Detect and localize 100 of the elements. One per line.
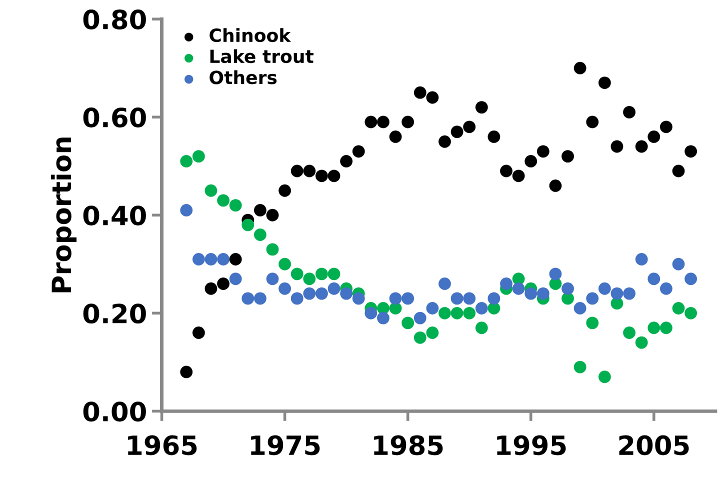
point xyxy=(635,253,648,266)
point xyxy=(488,130,500,143)
point xyxy=(278,258,292,270)
point xyxy=(610,140,624,153)
point xyxy=(328,170,340,182)
point xyxy=(524,155,538,168)
point xyxy=(254,204,266,216)
point xyxy=(266,243,279,256)
point xyxy=(660,120,672,134)
point xyxy=(229,253,242,266)
point xyxy=(316,268,328,280)
point xyxy=(623,106,636,118)
point xyxy=(500,278,512,290)
point xyxy=(549,180,562,192)
x-tick-label: 1975 xyxy=(251,435,320,456)
x-tick-label: 1985 xyxy=(374,435,443,456)
point xyxy=(204,282,218,295)
point xyxy=(475,322,488,334)
point xyxy=(328,268,340,280)
point xyxy=(684,145,698,158)
point xyxy=(180,204,193,216)
point xyxy=(623,326,636,339)
point xyxy=(402,292,414,305)
point xyxy=(266,208,279,222)
point xyxy=(672,164,685,178)
point xyxy=(524,287,538,300)
point xyxy=(180,366,193,378)
point xyxy=(377,116,390,128)
point xyxy=(402,116,414,128)
point xyxy=(574,360,586,374)
point xyxy=(574,62,586,74)
point xyxy=(684,272,698,286)
point xyxy=(438,135,451,148)
legend-label: Lake trout xyxy=(210,49,314,64)
x-tick-label: 1995 xyxy=(497,435,566,456)
point xyxy=(192,326,205,339)
x-tick-label: 1965 xyxy=(128,435,197,456)
point xyxy=(488,292,500,305)
legend-label: Chinook xyxy=(210,28,292,42)
point xyxy=(377,312,390,324)
point xyxy=(290,164,304,178)
point xyxy=(512,170,525,182)
point xyxy=(290,268,304,280)
point xyxy=(278,282,292,295)
point xyxy=(426,326,439,339)
point xyxy=(635,140,648,153)
point xyxy=(623,287,636,300)
point xyxy=(389,130,402,143)
point xyxy=(512,282,525,295)
point xyxy=(426,91,439,104)
point xyxy=(450,126,464,138)
y-tick-label: 0.60 xyxy=(83,108,146,128)
point xyxy=(586,316,599,330)
point xyxy=(586,116,599,128)
point xyxy=(438,306,451,320)
point xyxy=(450,306,464,320)
point xyxy=(672,302,685,314)
point xyxy=(254,292,266,305)
point xyxy=(180,155,193,168)
point xyxy=(340,287,353,300)
point xyxy=(414,331,426,344)
point xyxy=(204,184,218,197)
point xyxy=(463,292,476,305)
point xyxy=(364,116,378,128)
point xyxy=(229,272,242,286)
y-tick-label: 0.00 xyxy=(83,402,146,422)
point xyxy=(500,164,512,178)
point xyxy=(635,336,648,349)
point xyxy=(598,282,611,295)
point xyxy=(586,292,599,305)
point xyxy=(562,282,574,295)
point xyxy=(303,164,316,178)
point xyxy=(684,306,698,320)
point xyxy=(217,253,230,266)
y-axis-title: Proportion xyxy=(50,138,77,292)
point xyxy=(217,194,230,207)
point xyxy=(340,155,353,168)
point xyxy=(648,130,660,143)
point xyxy=(438,278,451,290)
point xyxy=(316,287,328,300)
point xyxy=(192,253,205,266)
point xyxy=(303,272,316,286)
point xyxy=(475,302,488,314)
point xyxy=(610,287,624,300)
point xyxy=(598,76,611,90)
point xyxy=(352,145,365,158)
point xyxy=(303,287,316,300)
point xyxy=(426,302,439,314)
point xyxy=(278,184,292,197)
point xyxy=(242,218,254,232)
point xyxy=(562,150,574,163)
point xyxy=(648,272,660,286)
point xyxy=(549,268,562,280)
point xyxy=(402,316,414,330)
point xyxy=(316,170,328,182)
y-tick-label: 0.40 xyxy=(83,206,146,226)
point xyxy=(536,145,550,158)
point xyxy=(242,292,254,305)
point xyxy=(290,292,304,305)
point xyxy=(660,282,672,295)
